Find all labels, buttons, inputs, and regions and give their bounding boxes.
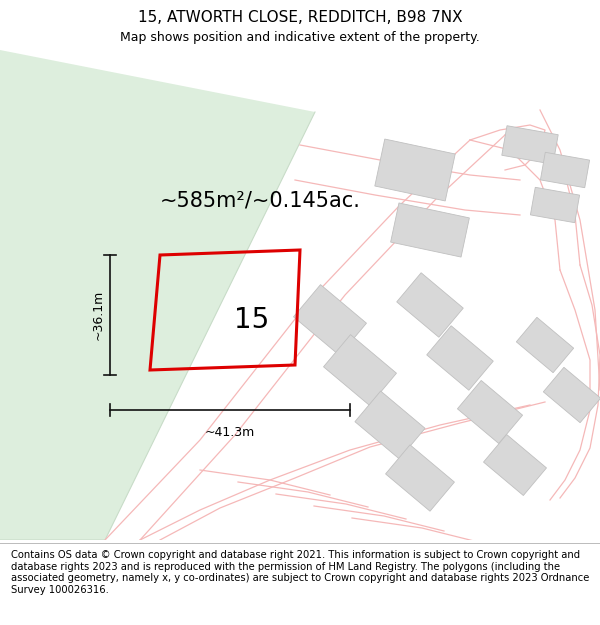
Polygon shape xyxy=(0,50,315,540)
Text: Contains OS data © Crown copyright and database right 2021. This information is : Contains OS data © Crown copyright and d… xyxy=(11,550,589,595)
Polygon shape xyxy=(391,203,469,257)
Polygon shape xyxy=(397,272,463,338)
Text: ~36.1m: ~36.1m xyxy=(92,290,105,340)
Text: Map shows position and indicative extent of the property.: Map shows position and indicative extent… xyxy=(120,31,480,44)
Polygon shape xyxy=(530,188,580,222)
Text: ~41.3m: ~41.3m xyxy=(205,426,255,439)
Polygon shape xyxy=(386,445,454,511)
Polygon shape xyxy=(517,318,574,372)
Polygon shape xyxy=(323,334,397,406)
Polygon shape xyxy=(293,284,367,356)
Text: ~585m²/~0.145ac.: ~585m²/~0.145ac. xyxy=(160,190,361,210)
Polygon shape xyxy=(457,381,523,444)
Polygon shape xyxy=(544,368,600,423)
Polygon shape xyxy=(355,391,425,459)
Polygon shape xyxy=(427,326,493,390)
Text: 15, ATWORTH CLOSE, REDDITCH, B98 7NX: 15, ATWORTH CLOSE, REDDITCH, B98 7NX xyxy=(137,10,463,25)
Polygon shape xyxy=(484,434,547,496)
Polygon shape xyxy=(375,139,455,201)
Polygon shape xyxy=(541,152,590,188)
Polygon shape xyxy=(502,126,558,164)
Text: 15: 15 xyxy=(233,306,269,334)
